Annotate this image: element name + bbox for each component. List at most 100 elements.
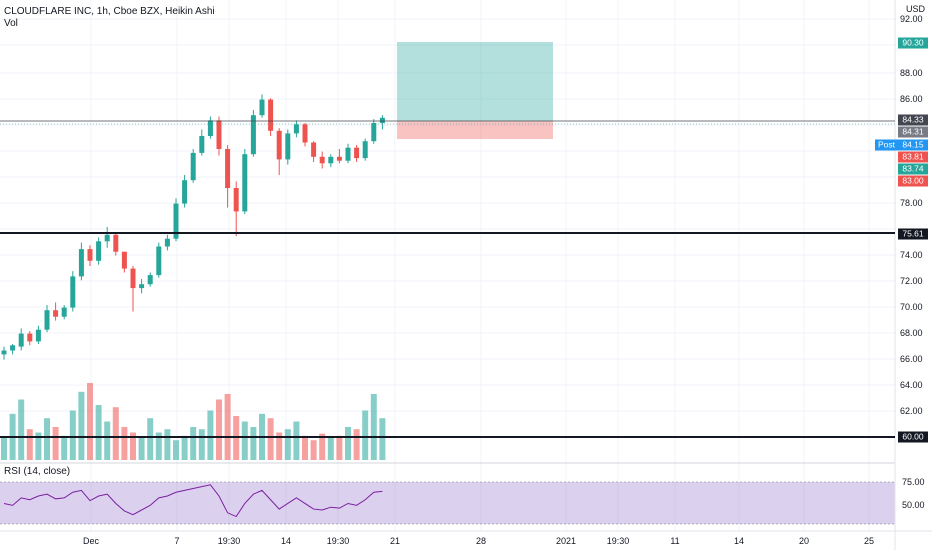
volume-bar [293, 421, 300, 460]
price-tick: 68.00 [900, 328, 923, 338]
volume-bar [18, 399, 25, 460]
candle-body [319, 156, 325, 164]
candle-body [207, 120, 213, 136]
loss-zone[interactable] [397, 121, 553, 139]
volume-bar [61, 435, 68, 460]
rsi-tick: 75.00 [902, 477, 925, 487]
candle-body [259, 99, 265, 116]
support-level-tag[interactable]: 60.00 [898, 431, 928, 443]
candle-body [10, 345, 16, 351]
post-market-label: Post [875, 139, 899, 151]
candle-body [268, 99, 274, 131]
candle-body [173, 203, 179, 239]
profit-zone[interactable] [397, 42, 553, 121]
volume-bar [310, 440, 317, 460]
volume-bar [379, 418, 386, 460]
rsi-band [0, 482, 895, 524]
candles [1, 94, 385, 360]
candle-body [336, 156, 342, 161]
candle-body [18, 333, 24, 347]
stop-price-tag[interactable]: 83.00 [898, 175, 928, 187]
volume-bar [35, 432, 42, 460]
time-tick: 20 [798, 536, 810, 546]
volume-bar [173, 440, 179, 460]
volume-bar [224, 394, 231, 460]
candle-body [242, 154, 248, 212]
volume-bar [362, 410, 369, 460]
volume-bar [44, 418, 50, 460]
last-price-tag[interactable]: 84.33 [898, 114, 928, 126]
candle-body [216, 120, 222, 149]
candle-body [199, 136, 205, 153]
price-tick: 64.00 [900, 380, 923, 390]
volume-bar [319, 433, 326, 460]
time-tick: 25 [863, 536, 875, 546]
post-market-tag[interactable]: 84.15 [898, 139, 928, 151]
time-tick: 11 [670, 536, 680, 546]
candle-body [53, 310, 59, 317]
volume-bar [181, 435, 188, 460]
currency-label: USD [905, 4, 925, 14]
price-tick: 70.00 [900, 302, 923, 312]
rsi-line [3, 484, 383, 518]
candle-body [371, 123, 377, 142]
price-tick: 92.00 [900, 14, 923, 24]
price-tick: 72.00 [900, 276, 923, 286]
candle-body [139, 284, 145, 289]
price-tick: 86.00 [900, 94, 923, 104]
candle-body [379, 117, 385, 123]
candle-body [293, 124, 299, 134]
candle-body [27, 333, 33, 342]
time-tick: Dec [82, 536, 100, 546]
volume-bar [190, 427, 197, 460]
volume-bars [1, 383, 386, 460]
target-price-tag[interactable]: 90.30 [898, 37, 928, 49]
volume-bar [353, 429, 360, 460]
time-tick: 28 [475, 536, 487, 546]
rsi-legend[interactable]: RSI (14, close) [4, 466, 71, 477]
volume-bar [336, 435, 343, 460]
candle-body [104, 234, 110, 242]
time-tick: 2021 [555, 536, 577, 546]
candle-body [311, 142, 317, 157]
candle-body [182, 180, 188, 204]
volume-bar [121, 427, 128, 460]
symbol-legend[interactable]: CLOUDFLARE INC, 1h, Cboe BZX, Heikin Ash… [4, 6, 215, 17]
candle-body [70, 276, 76, 308]
volume-bar [104, 421, 111, 460]
volume-bar [130, 432, 136, 460]
volume-bar [216, 399, 222, 460]
volume-bar [95, 405, 102, 460]
time-tick: 19:30 [326, 536, 350, 546]
volume-bar [267, 418, 274, 460]
time-tick: 14 [280, 536, 292, 546]
candle-body [61, 307, 67, 317]
volume-bar [345, 427, 351, 460]
price-tick: 88.00 [900, 68, 923, 78]
candle-body [225, 149, 231, 188]
candle-body [87, 249, 93, 261]
volume-legend[interactable]: Vol [4, 18, 18, 29]
price-tick: 62.00 [900, 406, 923, 416]
volume-bar [327, 438, 334, 460]
candle-body [164, 238, 170, 247]
time-tick: 7 [174, 536, 180, 546]
support-level-tag[interactable]: 75.61 [898, 228, 928, 240]
volume-bar [138, 438, 145, 460]
candle-body [121, 251, 127, 269]
price-tick: 78.00 [900, 198, 923, 208]
candle-body [113, 234, 119, 252]
volume-bar [155, 432, 162, 460]
ask-price-tag[interactable]: 83.81 [898, 151, 928, 163]
prev-close-tag[interactable]: 84.31 [898, 126, 928, 138]
volume-bar [78, 391, 85, 460]
volume-bar [302, 435, 308, 460]
candle-body [302, 124, 308, 143]
candle-body [328, 156, 334, 164]
candle-body [1, 350, 7, 355]
candle-body [285, 133, 291, 160]
volume-bar [112, 407, 119, 460]
price-tick: 66.00 [900, 354, 923, 364]
bid-price-tag[interactable]: 83.74 [898, 163, 928, 175]
